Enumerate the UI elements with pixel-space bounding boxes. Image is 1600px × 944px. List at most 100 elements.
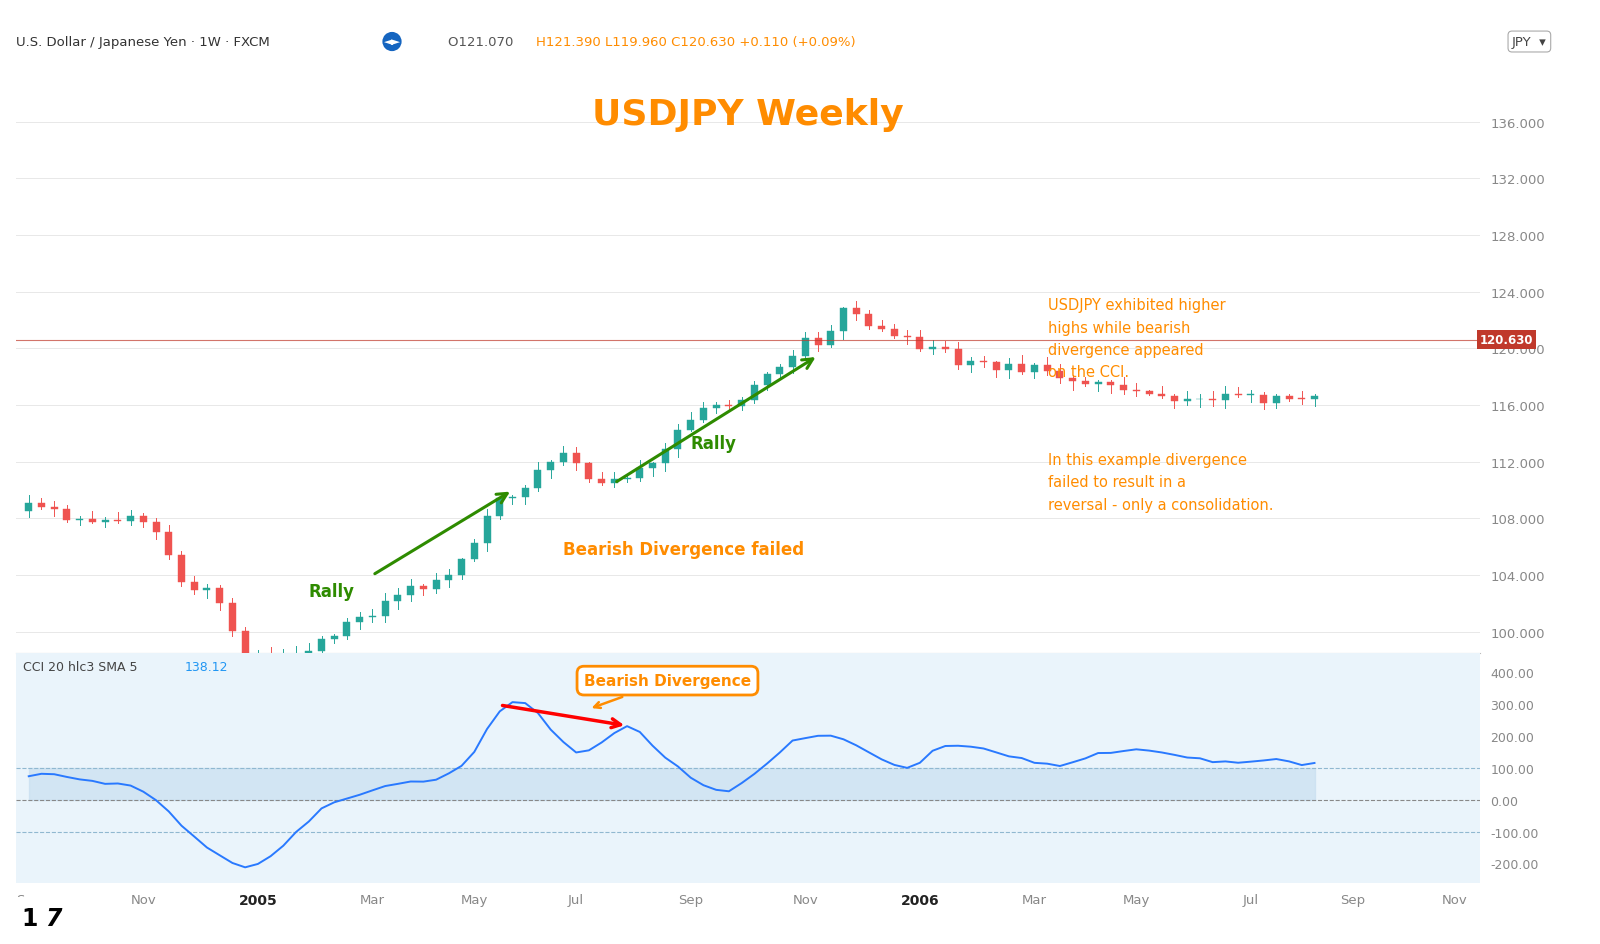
Text: CCI 20 hlc3 SMA 5: CCI 20 hlc3 SMA 5	[24, 660, 138, 673]
Bar	[1018, 364, 1026, 372]
Bar	[573, 454, 579, 464]
Bar	[688, 420, 694, 430]
Bar	[1133, 391, 1139, 392]
Bar	[178, 556, 186, 582]
Bar	[942, 347, 949, 349]
Bar	[650, 464, 656, 469]
Bar	[190, 582, 198, 591]
Bar	[509, 497, 515, 498]
Bar	[662, 450, 669, 464]
Text: JPY  ▾: JPY ▾	[1512, 36, 1547, 49]
Bar	[917, 337, 923, 349]
Bar	[445, 575, 453, 581]
Bar	[331, 636, 338, 640]
Bar	[419, 586, 427, 589]
Bar	[26, 504, 32, 512]
Bar	[560, 454, 566, 463]
Bar	[955, 349, 962, 365]
Bar	[802, 339, 808, 357]
Bar	[90, 519, 96, 522]
Bar	[382, 601, 389, 616]
Bar	[789, 357, 797, 368]
Text: 120.630: 120.630	[1480, 334, 1533, 346]
Bar	[152, 522, 160, 532]
Bar	[522, 488, 528, 497]
Bar	[534, 471, 541, 488]
Bar	[216, 588, 222, 604]
Bar	[254, 655, 261, 659]
Bar	[1082, 382, 1090, 384]
Bar	[637, 469, 643, 479]
Bar	[64, 509, 70, 520]
Bar	[280, 655, 286, 656]
Bar	[586, 464, 592, 480]
Bar	[432, 581, 440, 589]
Bar	[496, 498, 504, 516]
Text: 1: 1	[22, 906, 38, 930]
Bar	[725, 405, 733, 407]
Bar	[1222, 395, 1229, 401]
Text: 7: 7	[45, 906, 62, 930]
Bar	[306, 650, 312, 654]
Bar	[1146, 392, 1152, 395]
Text: 138.12: 138.12	[184, 660, 227, 673]
Bar	[77, 519, 83, 520]
Bar	[930, 347, 936, 349]
Bar	[38, 504, 45, 508]
Text: Rally: Rally	[691, 434, 736, 452]
Bar	[1030, 365, 1038, 372]
Bar	[712, 405, 720, 409]
Bar	[344, 622, 350, 636]
Text: Bearish Divergence: Bearish Divergence	[584, 673, 750, 708]
Bar	[611, 480, 618, 483]
Text: ◄►: ◄►	[384, 38, 400, 47]
Bar	[229, 604, 235, 631]
Bar	[1005, 364, 1013, 371]
Bar	[102, 520, 109, 522]
Bar	[853, 309, 859, 314]
Bar	[763, 375, 771, 386]
Bar	[1069, 379, 1077, 382]
Bar	[51, 508, 58, 509]
Bar	[1310, 396, 1318, 399]
Bar	[1274, 396, 1280, 404]
Bar	[1107, 382, 1114, 386]
Text: H121.390 L119.960 C120.630 +0.110 (+0.09%): H121.390 L119.960 C120.630 +0.110 (+0.09…	[536, 36, 856, 49]
Bar	[458, 560, 466, 575]
Bar	[992, 362, 1000, 371]
Bar	[827, 331, 834, 346]
Bar	[139, 516, 147, 522]
Bar	[1285, 396, 1293, 399]
Bar	[699, 409, 707, 420]
Bar	[1094, 382, 1101, 384]
Bar	[1158, 395, 1165, 397]
Bar	[1210, 399, 1216, 401]
Text: USDJPY Weekly: USDJPY Weekly	[592, 97, 904, 131]
Bar	[1261, 396, 1267, 404]
Bar	[483, 516, 491, 544]
Bar	[395, 595, 402, 601]
Bar	[878, 327, 885, 329]
Bar	[840, 309, 846, 331]
Bar	[814, 339, 821, 346]
Bar	[318, 640, 325, 650]
Bar	[1184, 400, 1190, 401]
Bar	[675, 430, 682, 450]
Bar	[1235, 395, 1242, 396]
Bar	[470, 544, 478, 560]
Bar	[1056, 372, 1064, 379]
Bar	[547, 463, 554, 471]
Bar	[776, 368, 784, 375]
Text: In this example divergence
failed to result in a
reversal - only a consolidation: In this example divergence failed to res…	[1048, 453, 1274, 512]
Text: O121.070: O121.070	[448, 36, 518, 49]
Bar	[738, 400, 746, 407]
Bar	[126, 516, 134, 521]
Text: Rally: Rally	[309, 582, 355, 600]
Bar	[866, 314, 872, 327]
Text: U.S. Dollar / Japanese Yen · 1W · FXCM: U.S. Dollar / Japanese Yen · 1W · FXCM	[16, 36, 270, 49]
Text: USDJPY exhibited higher
highs while bearish
divergence appeared
on the CCI.: USDJPY exhibited higher highs while bear…	[1048, 298, 1226, 379]
Bar	[891, 329, 898, 337]
Bar	[406, 586, 414, 595]
Bar	[1043, 365, 1051, 372]
Bar	[598, 480, 605, 483]
